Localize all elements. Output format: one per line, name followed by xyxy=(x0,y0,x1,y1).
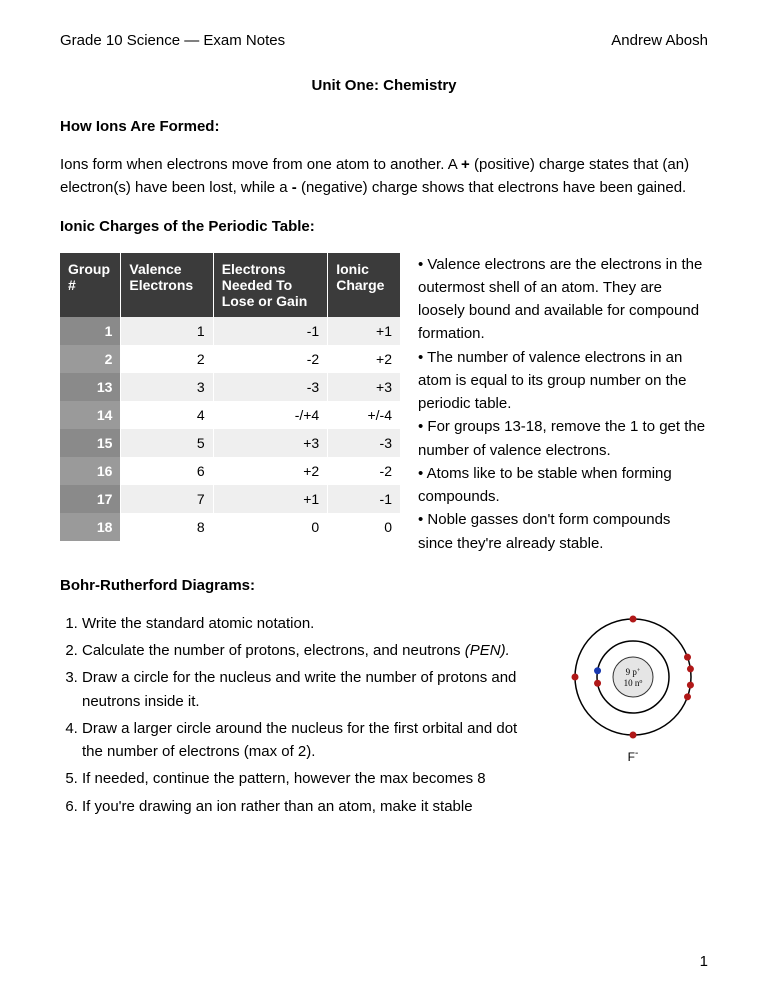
th-valence: Valence Electrons xyxy=(121,253,213,317)
table-row: 177+1-1 xyxy=(60,485,400,513)
header-right: Andrew Abosh xyxy=(611,32,708,49)
cell-group: 13 xyxy=(60,373,121,401)
cell-valence: 8 xyxy=(121,513,213,541)
step-text: If you're drawing an ion rather than an … xyxy=(82,798,473,815)
step-text: Draw a circle for the nucleus and write … xyxy=(82,669,516,709)
cell-group: 1 xyxy=(60,317,121,345)
cell-charge: +1 xyxy=(328,317,400,345)
step-text: Write the standard atomic notation. xyxy=(82,615,314,632)
bohr-steps-list: Write the standard atomic notation. Calcu… xyxy=(60,612,538,822)
ionic-charges-table: Group # Valence Electrons Electrons Need… xyxy=(60,253,400,541)
table-row: 155+3-3 xyxy=(60,429,400,457)
cell-needed: -2 xyxy=(213,345,328,373)
step-item: If needed, continue the pattern, however… xyxy=(82,767,538,790)
bohr-diagram-label: F- xyxy=(558,748,708,764)
cell-needed: +1 xyxy=(213,485,328,513)
step-text: If needed, continue the pattern, however… xyxy=(82,770,486,787)
note-line: • The number of valence electrons in an … xyxy=(418,346,708,416)
cell-valence: 1 xyxy=(121,317,213,345)
cell-needed: -/+4 xyxy=(213,401,328,429)
table-and-notes-row: Group # Valence Electrons Electrons Need… xyxy=(60,253,708,555)
unit-title: Unit One: Chemistry xyxy=(60,77,708,94)
cell-group: 15 xyxy=(60,429,121,457)
page-number: 1 xyxy=(700,953,708,970)
step-text: Calculate the number of protons, electro… xyxy=(82,642,461,659)
section-heading-ions: How Ions Are Formed: xyxy=(60,118,708,135)
table-row: 133-3+3 xyxy=(60,373,400,401)
step-item: Calculate the number of protons, electro… xyxy=(82,639,538,662)
table-body: 11-1+122-2+2133-3+3144-/+4+/-4155+3-3166… xyxy=(60,317,400,541)
cell-charge: +2 xyxy=(328,345,400,373)
step-text: Draw a larger circle around the nucleus … xyxy=(82,720,517,760)
ionic-table-wrap: Group # Valence Electrons Electrons Need… xyxy=(60,253,400,555)
document-page: Grade 10 Science — Exam Notes Andrew Abo… xyxy=(0,0,768,994)
bohr-diagram-wrap: 9 p+10 no F- xyxy=(558,612,708,822)
steps-and-diagram-row: Write the standard atomic notation. Calcu… xyxy=(60,612,708,822)
cell-valence: 4 xyxy=(121,401,213,429)
bohr-label-sup: - xyxy=(635,748,638,759)
side-notes: • Valence electrons are the electrons in… xyxy=(418,253,708,555)
bohr-label-text: F xyxy=(628,750,635,764)
note-line: • Noble gasses don't form compounds sinc… xyxy=(418,508,708,555)
cell-group: 18 xyxy=(60,513,121,541)
table-row: 22-2+2 xyxy=(60,345,400,373)
step-italic-suffix: (PEN). xyxy=(465,642,510,659)
cell-needed: -3 xyxy=(213,373,328,401)
cell-valence: 5 xyxy=(121,429,213,457)
note-line: • Atoms like to be stable when forming c… xyxy=(418,462,708,509)
th-needed: Electrons Needed To Lose or Gain xyxy=(213,253,328,317)
step-item: Write the standard atomic notation. xyxy=(82,612,538,635)
cell-charge: +/-4 xyxy=(328,401,400,429)
cell-needed: 0 xyxy=(213,513,328,541)
note-line: • Valence electrons are the electrons in… xyxy=(418,253,708,346)
table-row: 18800 xyxy=(60,513,400,541)
cell-charge: +3 xyxy=(328,373,400,401)
th-group: Group # xyxy=(60,253,121,317)
ions-text-e: (negative) charge shows that electrons h… xyxy=(297,179,686,196)
cell-needed: +2 xyxy=(213,457,328,485)
th-charge: Ionic Charge xyxy=(328,253,400,317)
cell-valence: 2 xyxy=(121,345,213,373)
cell-charge: -2 xyxy=(328,457,400,485)
cell-valence: 3 xyxy=(121,373,213,401)
table-row: 144-/+4+/-4 xyxy=(60,401,400,429)
header-left: Grade 10 Science — Exam Notes xyxy=(60,32,285,49)
step-item: Draw a larger circle around the nucleus … xyxy=(82,717,538,764)
section-heading-bohr: Bohr-Rutherford Diagrams: xyxy=(60,577,708,594)
cell-valence: 6 xyxy=(121,457,213,485)
plus-symbol: + xyxy=(461,156,470,173)
cell-group: 16 xyxy=(60,457,121,485)
section-heading-ionic-charges: Ionic Charges of the Periodic Table: xyxy=(60,218,708,235)
ions-body-text: Ions form when electrons move from one a… xyxy=(60,153,708,200)
table-row: 166+2-2 xyxy=(60,457,400,485)
page-header: Grade 10 Science — Exam Notes Andrew Abo… xyxy=(60,32,708,49)
note-line: • For groups 13-18, remove the 1 to get … xyxy=(418,415,708,462)
cell-group: 17 xyxy=(60,485,121,513)
step-item: Draw a circle for the nucleus and write … xyxy=(82,666,538,713)
cell-valence: 7 xyxy=(121,485,213,513)
cell-group: 2 xyxy=(60,345,121,373)
cell-group: 14 xyxy=(60,401,121,429)
table-head: Group # Valence Electrons Electrons Need… xyxy=(60,253,400,317)
ions-text-a: Ions form when electrons move from one a… xyxy=(60,156,461,173)
bohr-diagram: 9 p+10 no xyxy=(568,612,698,742)
cell-charge: -1 xyxy=(328,485,400,513)
cell-charge: -3 xyxy=(328,429,400,457)
table-row: 11-1+1 xyxy=(60,317,400,345)
cell-needed: +3 xyxy=(213,429,328,457)
cell-needed: -1 xyxy=(213,317,328,345)
cell-charge: 0 xyxy=(328,513,400,541)
step-item: If you're drawing an ion rather than an … xyxy=(82,795,538,818)
